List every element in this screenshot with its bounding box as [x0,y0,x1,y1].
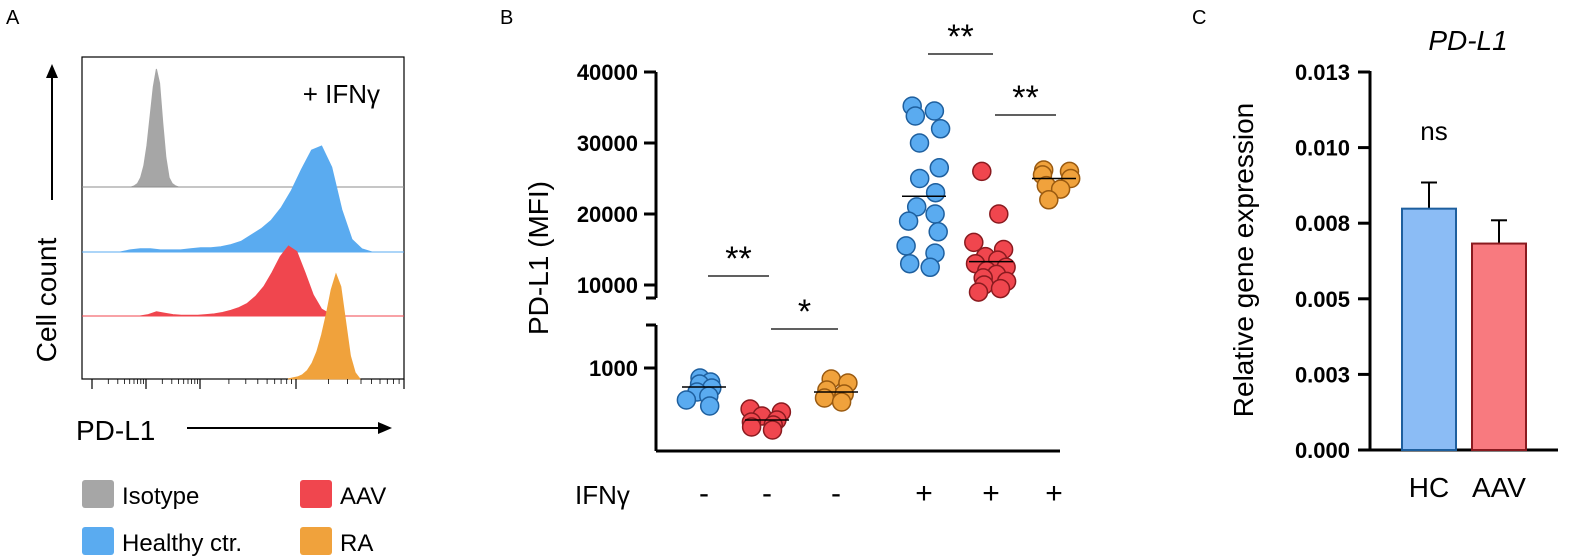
y-tick-label: 30000 [577,131,638,156]
data-point [699,396,720,416]
y-axis-label: Relative gene expression [1228,103,1259,417]
x-axis-label: PD-L1 [76,415,155,446]
data-point [925,204,945,224]
x-category-label: HC [1409,472,1449,503]
y-tick-label: 0.005 [1295,287,1350,312]
data-point [676,390,697,410]
ifn-sign: - [762,477,772,510]
chart-title: PD-L1 [1428,25,1507,56]
y-tick-label: 0.003 [1295,362,1350,387]
histogram-ra [287,272,362,380]
histogram-aav [139,245,339,317]
y-tick-label: 0.008 [1295,211,1350,236]
arrowhead-right-icon [378,422,392,434]
ifn-row: - - - + + + [699,477,1063,510]
data-point [909,168,930,189]
data-point [930,119,951,139]
data-point [741,417,762,437]
histogram-isotype [128,68,188,188]
y-tick-label: 20000 [577,202,638,227]
arrowhead-up-icon [46,64,58,78]
histogram-healthy-ctr [100,145,373,253]
ifn-sign: + [1045,477,1063,510]
legend: Isotype Healthy ctr. AAV RA [82,480,386,557]
ifn-sign: + [915,477,933,510]
legend-label: Isotype [122,483,199,510]
data-point [920,257,940,278]
ifn-row-label: IFNγ [575,480,630,510]
data-point [898,211,919,231]
significance-bars: ******* [708,18,1056,331]
ifn-sign: - [699,477,709,510]
data-point [928,222,948,242]
data-point [905,106,926,126]
panel-c: PD-L1 Relative gene expression 0.000 0.00… [1228,25,1558,503]
significance-stars: * [798,293,811,331]
legend-label: RA [340,530,373,557]
legend-swatch [300,480,332,508]
legend-swatch [82,527,114,555]
legend-label: AAV [340,483,386,510]
legend-swatch [82,480,114,508]
scatter-points [676,96,1081,440]
data-point [762,420,783,440]
y-axis-label: PD-L1 (MFI) [523,181,554,335]
legend-swatch [300,527,332,555]
data-point [896,236,916,256]
ifn-sign: + [982,477,1000,510]
y-axis: 10000 20000 30000 40000 1000 [577,60,1060,453]
significance-stars: ** [725,240,751,278]
data-point [831,392,852,412]
y-tick-label: 0.013 [1295,60,1350,85]
significance-stars: ** [1012,79,1038,117]
significance-stars: ** [947,18,973,56]
ifn-sign: - [831,477,841,510]
y-tick-label: 40000 [577,60,638,85]
condition-label: + IFNγ [303,79,380,109]
y-tick-label: 1000 [589,356,638,381]
panel-label-b: B [500,7,513,29]
histogram-frame [81,56,405,380]
bar-aav [1471,242,1527,451]
y-tick-label: 0.010 [1295,136,1350,161]
panel-label-a: A [6,7,20,29]
data-point [925,182,946,203]
data-point [964,232,984,253]
panel-a: + IFNγ Cell count PD-L1 Isotype Healthy c… [31,56,405,557]
legend-label: Healthy ctr. [122,530,242,557]
significance-ns: ns [1420,116,1447,146]
y-tick-label: 0.000 [1295,438,1350,463]
x-category-label: AAV [1472,472,1526,503]
data-point [972,161,992,182]
data-point [1039,190,1059,210]
data-point [989,204,1009,224]
data-point [990,278,1011,299]
y-axis-label: Cell count [31,238,62,363]
panel-label-c: C [1192,7,1206,29]
bar-hc [1401,207,1457,451]
data-point [924,101,945,121]
data-point [899,253,920,274]
data-point [968,282,989,302]
data-point [929,158,950,178]
log-axis-ticks [91,379,405,389]
histogram-lanes [82,68,404,380]
bars: HC AAV [1401,181,1527,503]
y-tick-label: 10000 [577,273,638,298]
data-point [909,133,930,153]
